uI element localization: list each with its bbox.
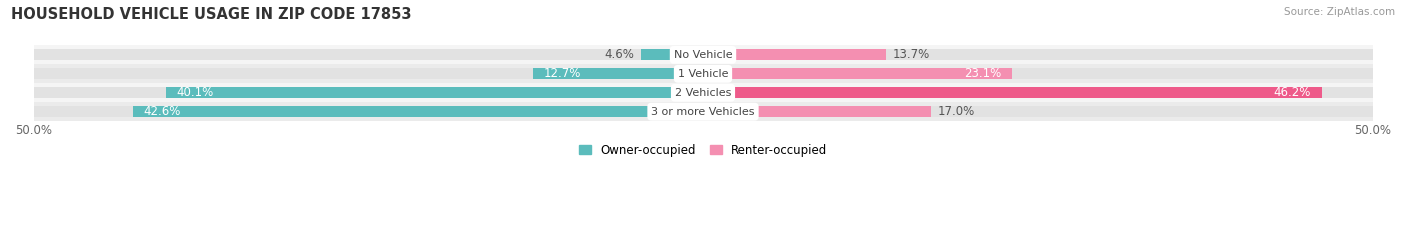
Bar (34, 87, 703, 98)
Legend: Owner-occupied, Renter-occupied: Owner-occupied, Renter-occupied (579, 144, 827, 157)
Bar (703, 49, 886, 60)
Bar (641, 49, 703, 60)
Bar (703, 68, 1012, 79)
Bar (132, 106, 703, 117)
Text: 42.6%: 42.6% (143, 105, 181, 118)
Text: No Vehicle: No Vehicle (673, 50, 733, 60)
Text: 12.7%: 12.7% (544, 67, 581, 80)
Bar (703, 68, 1372, 79)
Bar (34, 83, 1372, 102)
Bar (34, 102, 1372, 121)
Bar (34, 49, 703, 60)
Bar (703, 106, 1372, 117)
Text: Source: ZipAtlas.com: Source: ZipAtlas.com (1284, 7, 1395, 17)
Bar (703, 87, 1322, 98)
Text: 2 Vehicles: 2 Vehicles (675, 88, 731, 98)
Text: 40.1%: 40.1% (177, 86, 214, 99)
Text: 17.0%: 17.0% (938, 105, 974, 118)
Bar (34, 64, 1372, 83)
Bar (533, 68, 703, 79)
Text: 46.2%: 46.2% (1274, 86, 1310, 99)
Text: 1 Vehicle: 1 Vehicle (678, 69, 728, 79)
Bar (703, 49, 1372, 60)
Text: 3 or more Vehicles: 3 or more Vehicles (651, 107, 755, 117)
Bar (166, 87, 703, 98)
Bar (703, 87, 1372, 98)
Bar (34, 106, 703, 117)
Text: 4.6%: 4.6% (605, 48, 634, 61)
Text: HOUSEHOLD VEHICLE USAGE IN ZIP CODE 17853: HOUSEHOLD VEHICLE USAGE IN ZIP CODE 1785… (11, 7, 412, 22)
Bar (703, 106, 931, 117)
Text: 13.7%: 13.7% (893, 48, 931, 61)
Bar (34, 45, 1372, 64)
Bar (34, 68, 703, 79)
Text: 23.1%: 23.1% (965, 67, 1001, 80)
